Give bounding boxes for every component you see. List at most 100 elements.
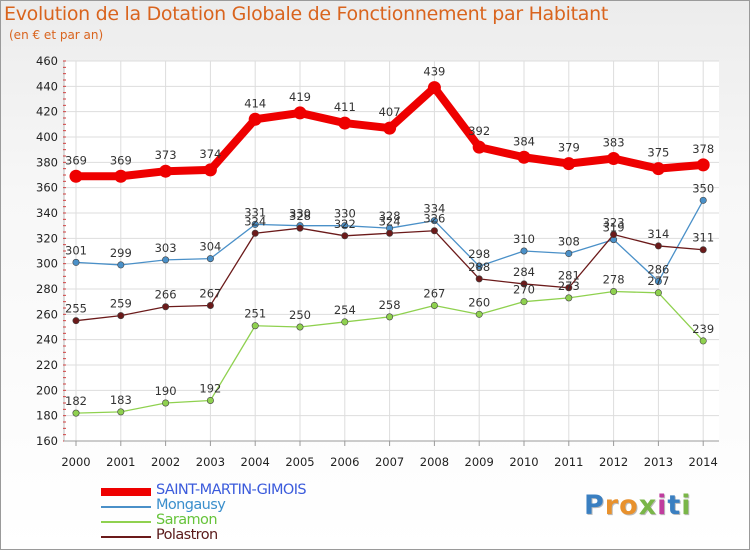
data-label: 374 (199, 147, 221, 161)
data-point (699, 246, 707, 254)
y-tick-label: 240 (36, 333, 58, 347)
proxiti-logo: Proxiti (584, 490, 692, 521)
data-point (651, 162, 665, 176)
data-point (206, 255, 214, 263)
chart-title: Evolution de la Dotation Globale de Fonc… (4, 3, 609, 25)
x-tick-label: 2000 (61, 455, 90, 469)
data-label: 286 (647, 262, 669, 276)
data-label: 251 (244, 307, 266, 321)
data-label: 259 (110, 297, 132, 311)
x-tick-label: 2013 (644, 455, 673, 469)
x-tick-label: 2010 (509, 455, 538, 469)
data-point (162, 256, 170, 264)
data-label: 303 (155, 241, 177, 255)
y-tick-label: 420 (36, 105, 58, 119)
data-label: 301 (65, 243, 87, 257)
data-label: 258 (379, 298, 401, 312)
data-label: 308 (558, 235, 580, 249)
data-label: 298 (468, 247, 490, 261)
y-tick-label: 440 (36, 79, 58, 93)
data-point (427, 81, 441, 95)
x-tick-label: 2012 (599, 455, 628, 469)
legend-swatch (101, 521, 151, 523)
x-tick-label: 2006 (330, 455, 359, 469)
data-label: 323 (603, 216, 625, 230)
data-point (610, 288, 618, 296)
data-point (520, 280, 528, 288)
data-label: 304 (199, 240, 221, 254)
y-tick-label: 460 (36, 54, 58, 68)
data-label: 288 (468, 260, 490, 274)
legend-item: SAINT-MARTIN-GIMOIS (101, 482, 401, 500)
data-label: 392 (468, 124, 490, 138)
x-tick-label: 2009 (465, 455, 494, 469)
data-label: 378 (692, 142, 714, 156)
data-label: 192 (199, 381, 221, 395)
x-tick-label: 2014 (689, 455, 718, 469)
data-label: 190 (155, 384, 177, 398)
y-tick-label: 220 (36, 358, 58, 372)
data-point (206, 396, 214, 404)
data-point (562, 157, 576, 171)
data-label: 330 (334, 207, 356, 221)
x-tick-label: 2004 (241, 455, 270, 469)
x-tick-label: 2008 (420, 455, 449, 469)
data-label: 369 (65, 153, 87, 167)
data-point (696, 158, 710, 172)
data-point (520, 298, 528, 306)
data-label: 270 (513, 283, 535, 297)
data-label: 334 (423, 202, 445, 216)
data-point (607, 152, 621, 166)
x-tick-label: 2011 (554, 455, 583, 469)
legend-label: Polastron (156, 527, 218, 543)
data-point (341, 232, 349, 240)
data-label: 250 (289, 308, 311, 322)
legend-label: SAINT-MARTIN-GIMOIS (156, 482, 307, 498)
data-point (206, 301, 214, 309)
legend-item: Mongausy (101, 497, 401, 515)
data-point (565, 250, 573, 258)
y-tick-label: 380 (36, 155, 58, 169)
data-point (430, 217, 438, 225)
data-point (430, 301, 438, 309)
x-tick-label: 2005 (285, 455, 314, 469)
data-label: 369 (110, 153, 132, 167)
data-label: 419 (289, 90, 311, 104)
data-point (699, 196, 707, 204)
data-label: 322 (334, 217, 356, 231)
y-tick-label: 160 (36, 434, 58, 448)
x-tick-label: 2002 (151, 455, 180, 469)
data-point (475, 275, 483, 283)
legend-label: Mongausy (156, 497, 226, 513)
y-tick-label: 300 (36, 257, 58, 271)
data-point (251, 322, 259, 330)
data-label: 383 (603, 136, 625, 150)
data-label: 314 (647, 227, 669, 241)
data-point (610, 231, 618, 239)
data-point (296, 224, 304, 232)
data-point (654, 289, 662, 297)
data-label: 260 (468, 295, 490, 309)
x-tick-label: 2007 (375, 455, 404, 469)
data-point (699, 337, 707, 345)
legend-swatch (101, 506, 151, 508)
data-label: 350 (692, 181, 714, 195)
data-point (565, 284, 573, 292)
y-tick-label: 280 (36, 282, 58, 296)
data-label: 266 (155, 288, 177, 302)
data-point (386, 229, 394, 237)
data-label: 326 (423, 212, 445, 226)
data-label: 255 (65, 302, 87, 316)
data-point (72, 317, 80, 325)
data-label: 310 (513, 232, 535, 246)
chart-subtitle: (en € et par an) (9, 28, 104, 42)
x-tick-label: 2001 (106, 455, 135, 469)
data-label: 311 (692, 231, 714, 245)
data-label: 183 (110, 393, 132, 407)
data-label: 182 (65, 394, 87, 408)
chart-legend: SAINT-MARTIN-GIMOIS Mongausy Saramon Polast… (101, 482, 401, 545)
data-point (203, 163, 217, 177)
y-tick-label: 360 (36, 181, 58, 195)
